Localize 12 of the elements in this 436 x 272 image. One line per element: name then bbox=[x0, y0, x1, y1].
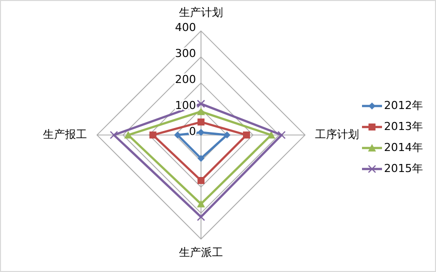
legend-label: 2014年 bbox=[384, 141, 423, 154]
y-tick-label: 400 bbox=[175, 21, 196, 34]
spoke-label: 生产计划 bbox=[179, 6, 223, 20]
legend-label: 2012年 bbox=[384, 99, 423, 112]
y-tick-label: 200 bbox=[175, 73, 196, 86]
legend-label: 2013年 bbox=[384, 120, 423, 134]
y-tick-label: 100 bbox=[175, 99, 196, 112]
spoke-label: 生产派工 bbox=[179, 246, 223, 260]
y-tick-label: 300 bbox=[175, 47, 196, 60]
spoke-label: 生产报工 bbox=[43, 128, 87, 142]
spoke-label: 工序计划 bbox=[315, 128, 359, 142]
legend-label: 2015年 bbox=[384, 162, 423, 176]
